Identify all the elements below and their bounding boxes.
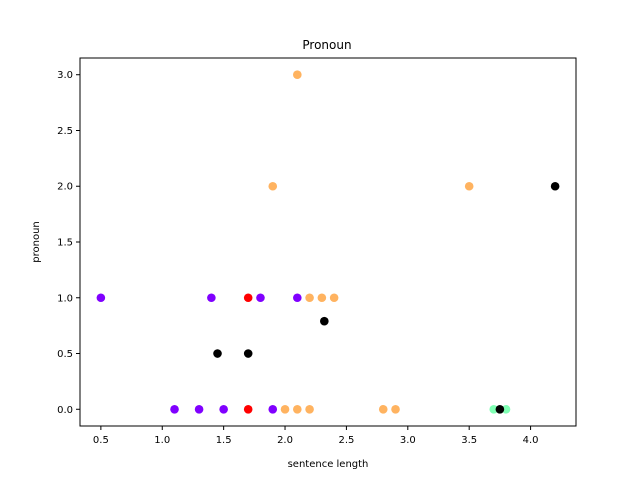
plot-frame: [79, 57, 577, 427]
x-tick-label: 2.5: [338, 435, 354, 446]
data-point: [207, 293, 216, 303]
data-point: [243, 293, 253, 303]
data-point: [293, 293, 302, 303]
y-tick-label: 0.5: [57, 349, 73, 360]
x-tick-label: 4.0: [523, 435, 539, 446]
data-point: [280, 404, 290, 414]
data-point: [243, 404, 253, 414]
data-point: [464, 181, 474, 191]
x-tick-label: 3.0: [400, 435, 416, 446]
x-axis-label: sentence length: [288, 459, 369, 470]
x-tick-label: 1.0: [154, 435, 170, 446]
data-point: [489, 404, 499, 414]
y-tick-label: 0.0: [57, 405, 73, 416]
data-point: [96, 293, 106, 303]
y-tick-label: 3.0: [57, 70, 73, 81]
y-axis: 0.0 0.5 1.0 1.5 2.0 2.5 3.0: [57, 70, 80, 416]
data-point: [378, 404, 388, 414]
data-point: [268, 404, 278, 414]
chart-title: Pronoun: [302, 38, 351, 52]
data-point: [293, 70, 302, 80]
x-tick-label: 1.5: [216, 435, 232, 446]
data-point: [194, 404, 204, 414]
y-tick-label: 2.5: [57, 126, 73, 137]
data-point: [550, 181, 560, 191]
data-point: [293, 404, 302, 414]
y-tick-label: 2.0: [57, 182, 73, 193]
y-axis-label: pronoun: [31, 221, 42, 263]
x-tick-label: 0.5: [93, 435, 109, 446]
data-point: [305, 293, 314, 303]
data-point: [495, 404, 505, 414]
data-point: [268, 181, 278, 191]
x-axis: 0.5 1.0 1.5 2.0 2.5 3.0 3.5 4.0: [93, 426, 539, 446]
data-point: [329, 293, 339, 303]
data-point: [391, 404, 400, 414]
y-tick-label: 1.5: [57, 238, 73, 249]
data-point: [320, 316, 329, 326]
data-point: [317, 293, 327, 303]
y-tick-label: 1.0: [57, 293, 73, 304]
data-point: [256, 293, 265, 303]
data-point: [170, 404, 179, 414]
plot-points: [96, 70, 560, 414]
data-point: [219, 404, 228, 414]
data-point: [213, 349, 222, 358]
x-tick-label: 3.5: [461, 435, 477, 446]
x-tick-label: 2.0: [277, 435, 293, 446]
data-point: [243, 349, 253, 358]
data-point: [305, 404, 314, 414]
data-point: [501, 404, 511, 414]
